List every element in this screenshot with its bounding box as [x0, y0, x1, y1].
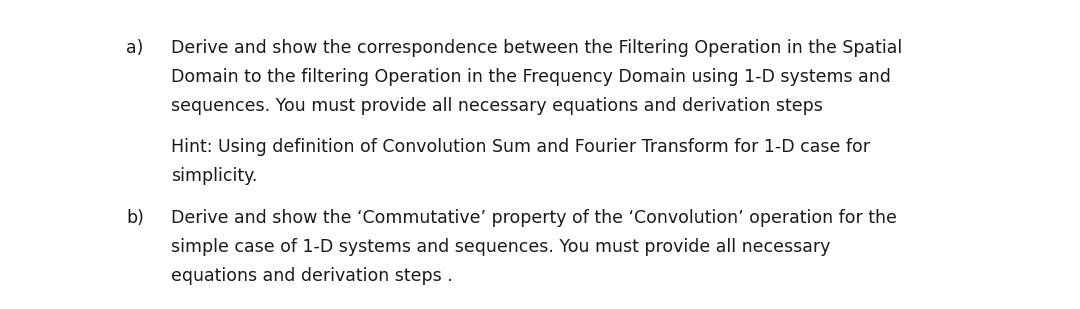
- Text: Derive and show the ‘Commutative’ property of the ‘Convolution’ operation for th: Derive and show the ‘Commutative’ proper…: [171, 209, 896, 226]
- Text: b): b): [126, 209, 145, 226]
- Text: Derive and show the correspondence between the Filtering Operation in the Spatia: Derive and show the correspondence betwe…: [171, 39, 902, 57]
- Text: Domain to the filtering Operation in the Frequency Domain using 1-D systems and: Domain to the filtering Operation in the…: [171, 68, 891, 86]
- Text: simplicity.: simplicity.: [171, 167, 257, 185]
- Text: sequences. You must provide all necessary equations and derivation steps: sequences. You must provide all necessar…: [171, 97, 823, 115]
- Text: simple case of 1-D systems and sequences. You must provide all necessary: simple case of 1-D systems and sequences…: [171, 238, 831, 256]
- Text: Hint: Using definition of Convolution Sum and Fourier Transform for 1-D case for: Hint: Using definition of Convolution Su…: [171, 138, 869, 155]
- Text: equations and derivation steps .: equations and derivation steps .: [171, 267, 453, 285]
- Text: a): a): [126, 39, 144, 57]
